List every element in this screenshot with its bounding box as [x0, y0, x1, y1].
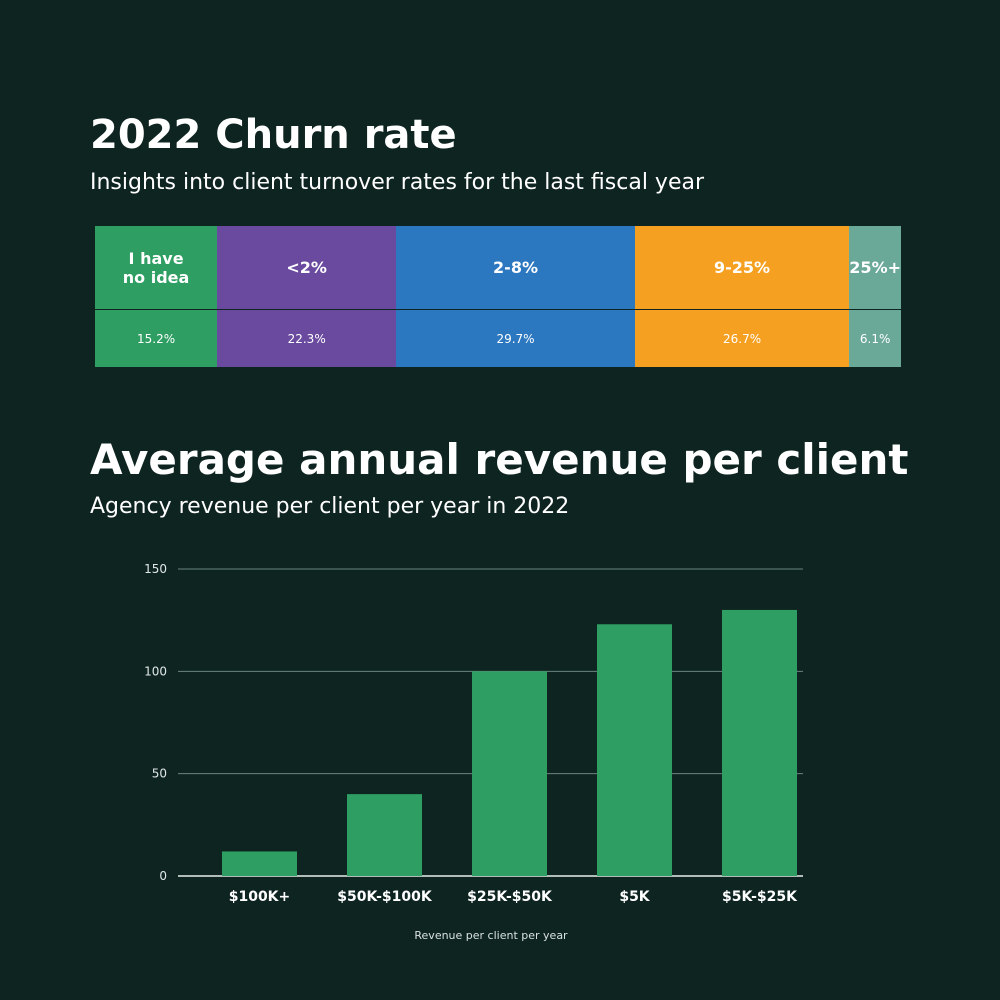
- x-tick-label: $25K-$50K: [467, 889, 553, 905]
- churn-title: 2022 Churn rate: [90, 112, 457, 158]
- bar: [222, 851, 297, 876]
- x-tick-label: $50K-$100K: [337, 889, 433, 905]
- churn-column-label: 9-25%: [634, 226, 850, 310]
- churn-column: 25%+ 6.1%: [849, 226, 901, 367]
- churn-column-value: 26.7%: [722, 331, 762, 346]
- churn-column-label: 25%+: [849, 226, 901, 310]
- bar: [472, 671, 547, 876]
- bar: [347, 794, 422, 876]
- churn-column: 9-25% 26.7%: [634, 226, 850, 367]
- y-tick-label: 0: [159, 869, 167, 883]
- churn-table: I have no idea 15.2% <2% 22.3% 2-8% 29.7% 9-25…: [95, 226, 901, 367]
- revenue-title: Average annual revenue per client: [90, 435, 909, 484]
- x-tick-label: $5K-$25K: [722, 889, 798, 905]
- churn-column-value: 6.1%: [859, 331, 891, 346]
- churn-column-value: 29.7%: [496, 331, 535, 346]
- x-tick-label: $5K: [619, 889, 650, 905]
- churn-column-label: 2-8%: [396, 226, 635, 310]
- churn-column-value: 15.2%: [136, 331, 176, 346]
- revenue-subtitle: Agency revenue per client per year in 20…: [90, 494, 570, 519]
- y-tick-label: 100: [144, 664, 167, 678]
- churn-column-label: I have no idea: [95, 226, 218, 310]
- churn-column: <2% 22.3%: [217, 226, 397, 367]
- churn-subtitle: Insights into client turnover rates for …: [90, 170, 705, 195]
- bar: [722, 609, 797, 876]
- bar: [597, 624, 672, 876]
- y-tick-label: 50: [152, 767, 167, 781]
- churn-column-value: 22.3%: [287, 331, 326, 346]
- churn-column: 2-8% 29.7%: [396, 226, 635, 367]
- y-tick-label: 150: [144, 562, 167, 576]
- churn-column-label: <2%: [217, 226, 397, 310]
- x-tick-label: $100K+: [229, 889, 291, 905]
- churn-column: I have no idea 15.2%: [95, 226, 218, 367]
- x-axis-label: Revenue per client per year: [414, 929, 568, 942]
